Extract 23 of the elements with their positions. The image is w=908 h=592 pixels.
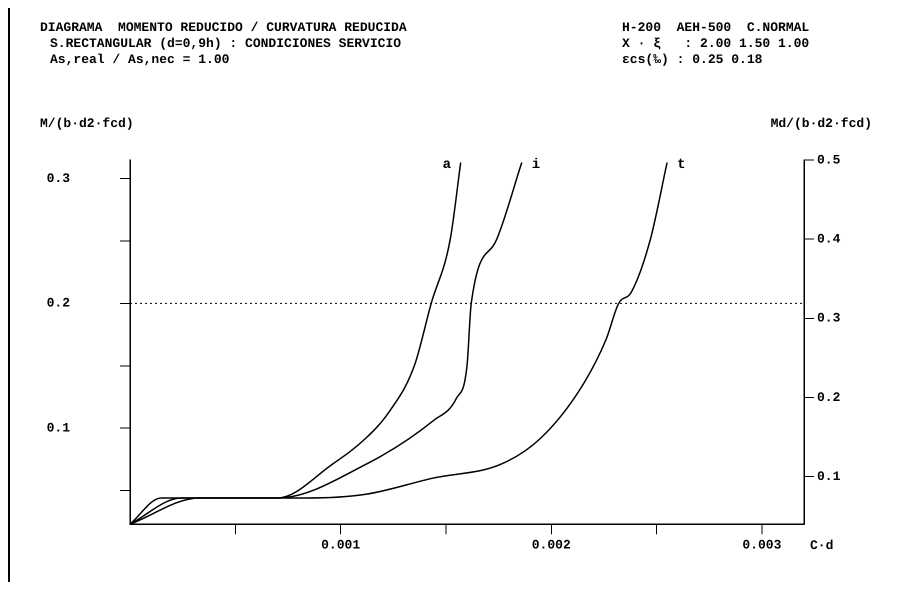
y2-tick-label: 0.2 — [817, 390, 841, 405]
text: εcs(‰) : 0.25 0.18 — [622, 52, 762, 68]
y2-tick-label: 0.4 — [817, 231, 841, 246]
y-axis-title: M/(b·d2·fcd) — [40, 116, 134, 132]
y2-tick-label: 0.3 — [817, 310, 841, 326]
text: As,real / As,nec = 1.00 — [50, 52, 230, 68]
text: X · ξ : 2.00 1.50 1.00 — [622, 36, 810, 52]
y-tick-label: 0.1 — [46, 420, 70, 436]
y2-tick-label: 0.5 — [817, 152, 841, 168]
x-tick-label: 0.003 — [742, 537, 782, 552]
series-label: a — [442, 157, 452, 174]
y-tick-label: 0.3 — [46, 170, 70, 186]
series-label: i — [532, 157, 540, 174]
text: H-200 AEH-500 C.NORMAL — [622, 20, 810, 36]
y2-tick-label: 0.1 — [817, 468, 841, 484]
series-label: t — [677, 157, 686, 174]
x-tick-label: 0.002 — [532, 537, 571, 552]
x-tick-label: 0.001 — [321, 537, 360, 552]
y-tick-label: 0.2 — [46, 296, 70, 311]
x-axis-title: C·d — [810, 538, 834, 554]
chart-subtitle: S.RECTANGULAR (d=0,9h) : CONDICIONES SERVICIO — [50, 36, 402, 52]
chart-title: DIAGRAMA MOMENTO REDUCIDO / CURVATURA REDUCIDA — [40, 20, 407, 36]
y2-axis-title: Md/(b·d2·fcd) — [770, 116, 872, 132]
